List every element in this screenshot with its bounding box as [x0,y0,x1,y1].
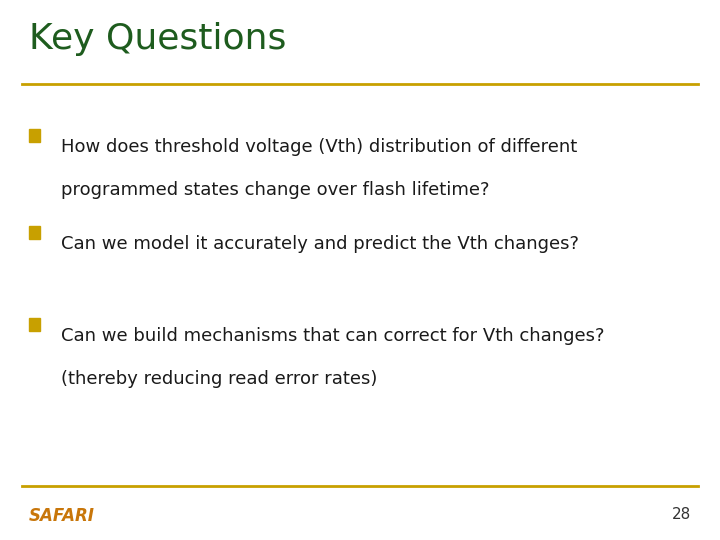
Text: Key Questions: Key Questions [29,22,286,56]
Text: (thereby reducing read error rates): (thereby reducing read error rates) [61,370,377,388]
Bar [29,318,40,331]
Text: Can we build mechanisms that can correct for Vth changes?: Can we build mechanisms that can correct… [61,327,605,345]
Text: SAFARI: SAFARI [29,507,94,524]
Text: Can we model it accurately and predict the Vth changes?: Can we model it accurately and predict t… [61,235,579,253]
Text: 28: 28 [672,507,691,522]
Bar [29,226,40,239]
Text: How does threshold voltage (Vth) distribution of different: How does threshold voltage (Vth) distrib… [61,138,577,156]
Text: programmed states change over flash lifetime?: programmed states change over flash life… [61,181,490,199]
Bar [29,129,40,142]
